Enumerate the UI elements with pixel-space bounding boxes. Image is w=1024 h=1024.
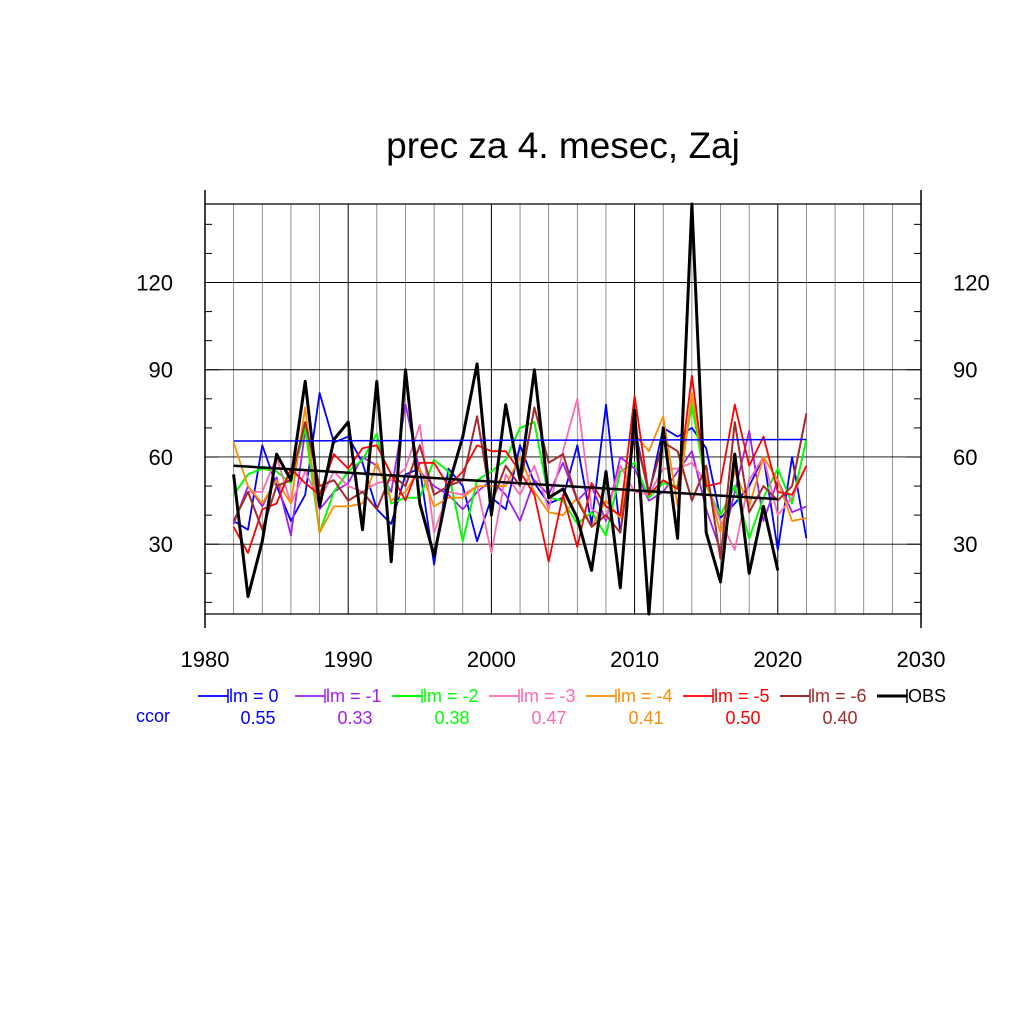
series-line-9 bbox=[233, 464, 778, 501]
series-line-0 bbox=[233, 392, 808, 566]
x-tick-label: 1980 bbox=[181, 647, 230, 672]
x-tick-label: 2000 bbox=[467, 647, 516, 672]
series-line-8 bbox=[233, 438, 807, 442]
series-line-7 bbox=[232, 202, 780, 616]
y-tick-label-right: 90 bbox=[953, 358, 977, 383]
legend-label-5: lm = -5 bbox=[714, 686, 770, 706]
x-tick-label: 2020 bbox=[753, 647, 802, 672]
x-tick-label: 1990 bbox=[324, 647, 373, 672]
y-tick-label-left: 90 bbox=[149, 358, 173, 383]
legend-label-4: lm = -4 bbox=[617, 686, 673, 706]
legend-ccor-2: 0.38 bbox=[434, 708, 469, 728]
ccor-label: ccor bbox=[136, 706, 170, 726]
legend-label-2: lm = -2 bbox=[423, 686, 479, 706]
y-tick-label-right: 120 bbox=[953, 271, 990, 296]
chart-title: prec za 4. mesec, Zaj bbox=[386, 125, 740, 166]
legend-ccor-1: 0.33 bbox=[337, 708, 372, 728]
legend-ccor-6: 0.40 bbox=[822, 708, 857, 728]
legend-ccor-3: 0.47 bbox=[531, 708, 566, 728]
legend-label-1: lm = -1 bbox=[326, 686, 382, 706]
axis-ticks: 1980 1990 2000 2010 2020 2030 30 30 60 60 90 90 120 1… bbox=[136, 223, 990, 672]
series-line-1 bbox=[232, 403, 807, 551]
series-lines bbox=[232, 202, 808, 616]
legend-label-6: lm = -6 bbox=[811, 686, 867, 706]
y-tick-label-right: 30 bbox=[953, 532, 977, 557]
x-tick-label: 2030 bbox=[897, 647, 946, 672]
legend-ccor-5: 0.50 bbox=[725, 708, 760, 728]
legend: ccor lm = 00.55 lm = -10.33 lm = -20.38 lm =… bbox=[136, 686, 946, 728]
legend-ccor-4: 0.41 bbox=[628, 708, 663, 728]
y-tick-label-left: 30 bbox=[149, 532, 173, 557]
grid bbox=[205, 204, 921, 614]
y-tick-label-left: 120 bbox=[136, 271, 173, 296]
legend-label-3: lm = -3 bbox=[520, 686, 576, 706]
y-tick-label-left: 60 bbox=[149, 445, 173, 470]
legend-ccor-0: 0.55 bbox=[240, 708, 275, 728]
legend-label-7: OBS bbox=[908, 686, 946, 706]
y-tick-label-right: 60 bbox=[953, 445, 977, 470]
x-tick-label: 2010 bbox=[610, 647, 659, 672]
plot-frame bbox=[204, 190, 922, 628]
legend-label-0: lm = 0 bbox=[229, 686, 279, 706]
series-line-6 bbox=[232, 406, 808, 560]
